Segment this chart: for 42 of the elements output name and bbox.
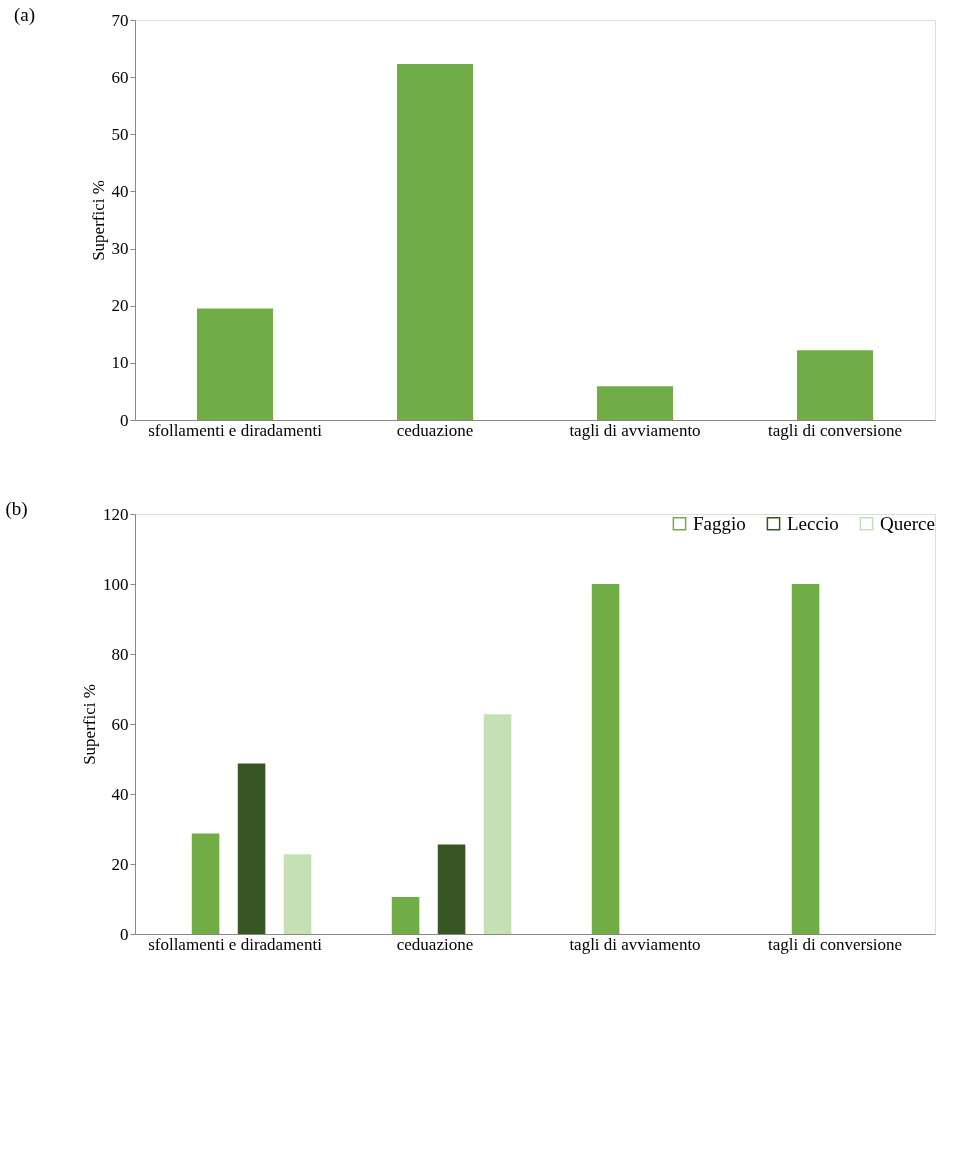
y-tick-label: 60 (111, 714, 129, 734)
bar (597, 386, 673, 420)
bar (237, 763, 266, 934)
y-tick-label: 20 (111, 854, 129, 874)
x-tick-label: sfollamenti e diradamenti (148, 420, 323, 440)
y-tick-label: 0 (120, 410, 129, 430)
y-tick-label: 40 (111, 181, 129, 201)
chart-title: (b) (5, 498, 28, 520)
y-tick-label: 0 (120, 924, 129, 944)
y-tick-label: 80 (111, 644, 129, 664)
x-tick-label: tagli di avviamento (569, 420, 701, 440)
x-tick-label: tagli di conversione (767, 934, 903, 954)
x-tick-label: tagli di conversione (767, 420, 903, 440)
y-tick-label: 100 (103, 574, 129, 594)
x-tick-label: ceduazione (396, 420, 474, 440)
y-tick-label: 70 (111, 10, 129, 30)
bar (797, 350, 873, 420)
y-tick-label: 40 (111, 784, 129, 804)
x-tick-label: sfollamenti e diradamenti (148, 934, 323, 954)
y-tick-label: 60 (111, 67, 129, 87)
legend-label: Faggio (693, 512, 746, 534)
y-tick-label: 50 (111, 124, 129, 144)
bar (283, 854, 312, 934)
bar (397, 64, 473, 420)
y-tick-label: 120 (103, 504, 129, 524)
bar (591, 584, 620, 934)
y-axis-title: Superfici % (88, 180, 108, 261)
bar (191, 833, 220, 934)
x-tick-label: ceduazione (396, 934, 474, 954)
x-tick-label: tagli di avviamento (569, 934, 701, 954)
bar (391, 896, 420, 934)
chart-title: (a) (14, 4, 36, 26)
y-tick-label: 20 (111, 296, 129, 316)
y-tick-label: 10 (111, 353, 129, 373)
bar (197, 308, 273, 420)
legend-label: Leccio (787, 512, 839, 534)
bar (791, 584, 820, 934)
y-axis-title: Superfici % (80, 684, 99, 765)
legend-label: Querce (880, 512, 935, 534)
bar (483, 714, 512, 934)
y-tick-label: 30 (111, 239, 129, 259)
bar (437, 844, 466, 934)
